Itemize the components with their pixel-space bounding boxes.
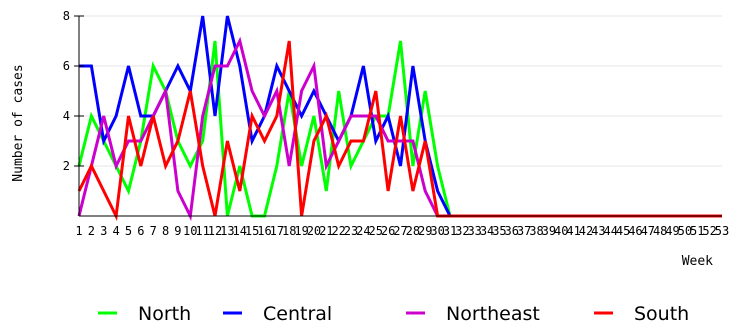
x-tick-label: 34 (480, 224, 494, 238)
x-tick-label: 6 (137, 224, 144, 238)
legend: North Central Northeast South (98, 303, 689, 325)
x-tick-label: 40 (554, 224, 568, 238)
x-tick-label: 10 (183, 224, 197, 238)
y-tick-label: 2 (63, 159, 70, 173)
x-tick-label: 7 (150, 224, 157, 238)
x-tick-label: 38 (529, 224, 543, 238)
x-tick-label: 30 (430, 224, 444, 238)
y-axis-title: Number of cases (11, 64, 26, 181)
x-tick-label: 39 (542, 224, 556, 238)
x-tick-label: 41 (566, 224, 580, 238)
x-tick-label: 43 (591, 224, 605, 238)
x-tick-label: 12 (208, 224, 222, 238)
x-tick-label: 23 (344, 224, 358, 238)
x-tick-label: 37 (517, 224, 531, 238)
x-tick-label: 52 (702, 224, 716, 238)
x-tick-label: 1 (75, 224, 82, 238)
x-tick-label: 33 (467, 224, 481, 238)
y-tick-label: 4 (63, 109, 70, 123)
x-tick-label: 15 (245, 224, 259, 238)
y-tick-labels: 2 4 6 8 (63, 9, 84, 173)
x-tick-label: 31 (443, 224, 457, 238)
x-tick-label: 5 (125, 224, 132, 238)
x-tick-label: 3 (100, 224, 107, 238)
y-tick-label: 8 (63, 9, 70, 23)
x-tick-label: 36 (505, 224, 519, 238)
x-tick-label: 21 (319, 224, 333, 238)
x-tick-label: 27 (393, 224, 407, 238)
x-tick-label: 22 (331, 224, 345, 238)
x-tick-label: 44 (603, 224, 617, 238)
x-tick-label: 35 (492, 224, 506, 238)
x-tick-label: 48 (653, 224, 667, 238)
x-tick-label: 53 (715, 224, 729, 238)
x-tick-label: 29 (418, 224, 432, 238)
x-tick-label: 28 (406, 224, 420, 238)
x-tick-label: 19 (294, 224, 308, 238)
legend-label-north: North (138, 303, 191, 325)
x-tick-label: 9 (174, 224, 181, 238)
x-tick-label: 42 (579, 224, 593, 238)
x-tick-label: 49 (665, 224, 679, 238)
x-tick-label: 13 (220, 224, 234, 238)
x-tick-label: 16 (257, 224, 271, 238)
x-tick-label: 17 (270, 224, 284, 238)
legend-label-northeast: Northeast (446, 303, 540, 325)
x-tick-label: 4 (112, 224, 119, 238)
x-tick-label: 20 (307, 224, 321, 238)
x-tick-label: 50 (678, 224, 692, 238)
x-tick-label: 8 (162, 224, 169, 238)
x-tick-label: 51 (690, 224, 704, 238)
x-tick-label: 25 (369, 224, 383, 238)
x-tick-labels: 1 2 3 4 5 6 7 8 9 1011121314151617181920212223242… (75, 224, 729, 238)
x-tick-label: 14 (233, 224, 247, 238)
legend-label-central: Central (263, 303, 332, 325)
x-tick-label: 47 (641, 224, 655, 238)
x-tick-label: 2 (88, 224, 95, 238)
x-tick-label: 45 (616, 224, 630, 238)
x-tick-label: 24 (356, 224, 370, 238)
legend-label-south: South (634, 303, 689, 325)
series-line-north (77, 40, 722, 218)
x-tick-label: 46 (628, 224, 642, 238)
x-tick-label: 32 (455, 224, 469, 238)
x-tick-label: 18 (282, 224, 296, 238)
x-axis-title: Week (682, 254, 713, 269)
x-tick-label: 11 (195, 224, 209, 238)
y-tick-label: 6 (63, 59, 70, 73)
x-tick-label: 26 (381, 224, 395, 238)
